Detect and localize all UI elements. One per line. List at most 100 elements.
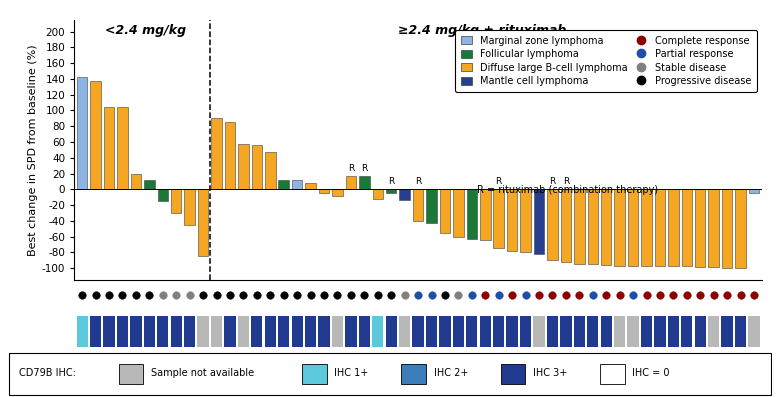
Bar [90, 316, 101, 347]
Bar [413, 189, 424, 221]
Bar [548, 189, 558, 260]
Bar [440, 189, 450, 233]
Bar [399, 189, 410, 200]
Bar [402, 364, 426, 384]
Text: ≥2.4 mg/kg ± rituximab: ≥2.4 mg/kg ± rituximab [398, 24, 566, 37]
Bar [722, 316, 732, 347]
Bar [211, 316, 222, 347]
Text: R: R [361, 164, 367, 173]
Bar [104, 316, 115, 347]
Bar [211, 118, 222, 189]
Bar [265, 152, 275, 189]
Bar [587, 316, 598, 347]
Bar [319, 189, 329, 193]
Text: R: R [562, 177, 569, 186]
Bar [534, 189, 544, 254]
Bar [520, 189, 531, 252]
Bar [90, 81, 101, 189]
Bar [252, 145, 262, 189]
Bar [76, 316, 88, 347]
Bar [119, 364, 143, 384]
Bar [292, 316, 303, 347]
Bar [574, 189, 584, 264]
Bar [197, 316, 209, 347]
Bar [654, 189, 665, 266]
Bar [117, 107, 128, 189]
Bar [302, 364, 327, 384]
Bar [749, 189, 759, 193]
Bar [413, 316, 424, 347]
Bar [480, 189, 491, 241]
Legend: Marginal zone lymphoma, Follicular lymphoma, Diffuse large B-cell lymphoma, Mant: Marginal zone lymphoma, Follicular lymph… [455, 30, 757, 92]
FancyBboxPatch shape [9, 353, 771, 395]
Bar [494, 189, 504, 249]
Bar [439, 316, 451, 347]
Text: R = rituximab (combination therapy): R = rituximab (combination therapy) [477, 185, 658, 195]
Bar [373, 189, 383, 199]
Bar [668, 316, 679, 347]
Bar [225, 122, 236, 189]
Bar [305, 183, 316, 189]
Bar [144, 180, 154, 189]
Bar [171, 316, 182, 347]
Bar [506, 316, 518, 347]
Bar [385, 316, 397, 347]
Bar [332, 316, 343, 347]
Bar [386, 189, 396, 193]
Bar [225, 316, 236, 347]
Text: CD79B IHC:: CD79B IHC: [20, 368, 76, 378]
Text: Sample not available: Sample not available [151, 368, 254, 378]
Bar [264, 316, 276, 347]
Text: R: R [415, 177, 421, 186]
Bar [171, 189, 182, 213]
Bar [157, 316, 168, 347]
Y-axis label: Best change in SPD from baseline (%): Best change in SPD from baseline (%) [27, 44, 37, 256]
Bar [573, 316, 585, 347]
Text: IHC 1+: IHC 1+ [334, 368, 368, 378]
Bar [601, 316, 612, 347]
Bar [346, 316, 356, 347]
Bar [507, 189, 517, 251]
Bar [493, 316, 505, 347]
Bar [466, 189, 477, 239]
Bar [158, 189, 168, 201]
Bar [628, 189, 638, 266]
Bar [695, 316, 706, 347]
Bar [615, 189, 625, 266]
Bar [278, 316, 289, 347]
Bar [184, 316, 195, 347]
Bar [601, 189, 612, 265]
Bar [547, 316, 558, 347]
Bar [641, 316, 652, 347]
Bar [292, 180, 303, 189]
Bar [251, 316, 263, 347]
Bar [654, 316, 665, 347]
Bar [399, 316, 410, 347]
Bar [305, 316, 316, 347]
Bar [708, 316, 719, 347]
Bar [682, 189, 692, 266]
Bar [722, 189, 732, 268]
Text: IHC 2+: IHC 2+ [434, 368, 468, 378]
Bar [520, 316, 531, 347]
Bar [426, 316, 437, 347]
Bar [198, 189, 208, 256]
Bar [601, 364, 625, 384]
Bar [614, 316, 626, 347]
Bar [332, 189, 342, 196]
Bar [184, 189, 195, 225]
Bar [668, 189, 679, 266]
Bar [372, 316, 384, 347]
Bar [144, 316, 155, 347]
Bar [501, 364, 525, 384]
Bar [117, 316, 128, 347]
Text: R: R [549, 177, 555, 186]
Text: R: R [495, 177, 502, 186]
Bar [452, 316, 464, 347]
Text: R: R [348, 164, 354, 173]
Bar [587, 189, 598, 264]
Bar [695, 189, 705, 267]
Bar [427, 189, 437, 223]
Bar [346, 176, 356, 189]
Text: <2.4 mg/kg: <2.4 mg/kg [105, 24, 186, 37]
